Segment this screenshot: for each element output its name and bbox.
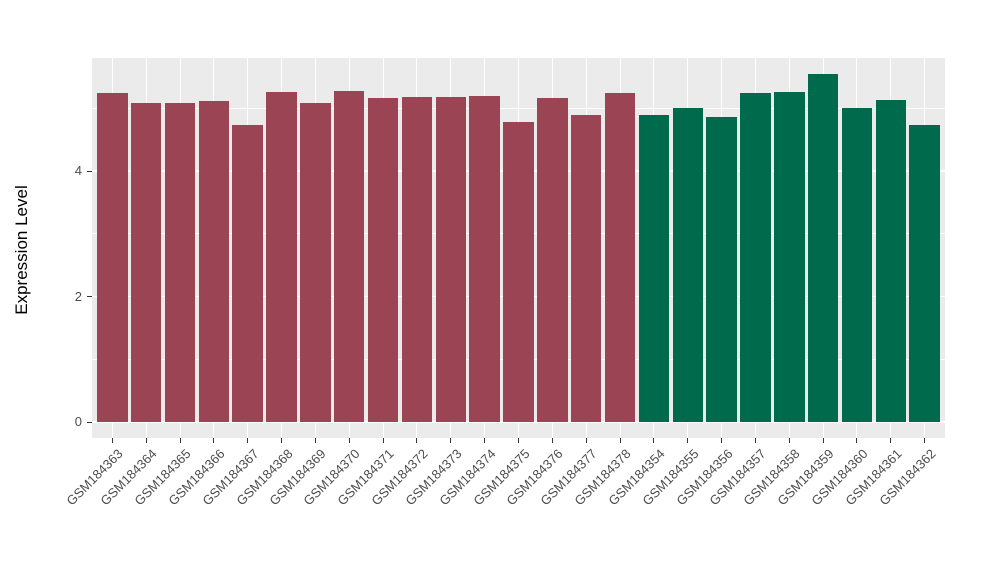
x-tick [856, 438, 858, 443]
bar-GSM184356 [706, 117, 737, 422]
plot-panel [92, 58, 945, 438]
x-tick [619, 438, 621, 443]
x-tick [179, 438, 181, 443]
x-tick [754, 438, 756, 443]
bar-GSM184368 [266, 91, 297, 422]
bar-GSM184365 [164, 102, 196, 422]
bar-GSM184359 [807, 73, 839, 422]
x-tick [281, 438, 283, 443]
bar-GSM184369 [300, 103, 331, 422]
x-tick [382, 438, 384, 443]
x-tick [585, 438, 587, 443]
bar-GSM184354 [638, 114, 670, 422]
y-tick-label: 0 [74, 414, 82, 429]
y-tick [87, 296, 92, 297]
bar-GSM184355 [672, 107, 703, 422]
bar-GSM184366 [198, 100, 230, 422]
bar-GSM184361 [875, 100, 907, 422]
y-tick-label: 4 [74, 163, 82, 178]
minor-gridline [92, 107, 945, 109]
bar-GSM184364 [130, 102, 162, 422]
bar-GSM184360 [841, 107, 873, 422]
bar-GSM184370 [334, 91, 365, 422]
x-tick [450, 438, 452, 443]
x-tick [213, 438, 215, 443]
bar-GSM184374 [469, 95, 500, 422]
x-tick [145, 438, 147, 443]
y-tick [87, 170, 92, 172]
y-axis-title-box: Expression Level [12, 70, 32, 430]
x-tick [314, 438, 316, 443]
bar-GSM184377 [570, 115, 602, 422]
x-tick [518, 438, 519, 443]
x-tick [416, 438, 418, 443]
bar-GSM184362 [909, 125, 940, 422]
x-tick [111, 438, 113, 443]
x-tick [721, 438, 723, 443]
bar-GSM184375 [503, 122, 534, 422]
y-tick [87, 421, 92, 423]
x-tick [822, 438, 824, 443]
bar-GSM184367 [232, 124, 263, 422]
x-tick [788, 438, 790, 443]
bar-GSM184376 [537, 98, 568, 422]
x-tick [551, 438, 553, 443]
bar-GSM184372 [401, 96, 433, 422]
bar-GSM184358 [774, 91, 805, 422]
bar-GSM184378 [604, 93, 636, 422]
x-tick [687, 438, 689, 443]
y-axis-title: Expression Level [12, 185, 31, 315]
x-tick [924, 438, 926, 443]
x-tick [348, 438, 350, 443]
bar-GSM184371 [367, 98, 399, 422]
bar-GSM184373 [435, 96, 467, 422]
bar-GSM184357 [740, 92, 771, 422]
x-tick [484, 438, 486, 443]
x-tick [653, 438, 655, 443]
x-tick [247, 438, 249, 443]
y-tick-label: 2 [74, 288, 82, 304]
x-tick [890, 438, 892, 443]
major-gridline [92, 421, 945, 423]
bar-GSM184363 [97, 93, 128, 422]
